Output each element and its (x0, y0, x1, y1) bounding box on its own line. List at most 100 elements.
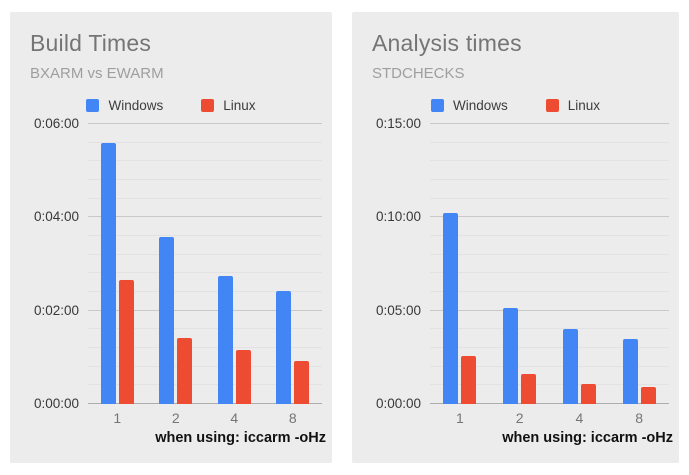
x-axis-tick-label: 8 (635, 410, 644, 426)
chart-title: Build Times (30, 30, 152, 56)
x-axis-tick-label: 4 (230, 410, 239, 426)
bar-group-2 (490, 124, 550, 404)
x-axis-labels: 1 2 4 8 (88, 404, 322, 426)
minor-gridline (430, 141, 669, 143)
bar-group-1 (430, 124, 490, 404)
minor-gridline (88, 160, 322, 162)
analysis-times-chart-card: Analysis times STDCHECKS Windows Linux 0… (352, 12, 679, 463)
y-axis-tick-label: 0:04:00 (33, 209, 79, 225)
x-axis-tick-label: 2 (515, 410, 524, 426)
chart-caption: when using: iccarm -oHz (155, 430, 326, 446)
x-axis-baseline (88, 403, 322, 404)
bar-groups (430, 124, 669, 404)
minor-gridline (430, 179, 669, 180)
y-axis-tick-label: 0:05:00 (375, 302, 421, 318)
x-axis-labels: 1 2 4 8 (430, 404, 669, 426)
minor-gridline (88, 291, 322, 292)
x-axis-tick-label: 1 (455, 410, 464, 426)
x-axis-baseline (430, 403, 669, 404)
chart-subtitle: BXARM vs EWARM (30, 65, 164, 82)
minor-gridline (430, 328, 669, 330)
build-times-chart-card: Build Times BXARM vs EWARM Windows Linux… (10, 12, 332, 463)
bar-windows-2 (503, 307, 519, 404)
minor-gridline (88, 328, 322, 330)
bar-linux-8 (640, 386, 656, 404)
bar-linux-4 (580, 383, 596, 404)
y-axis-tick-label: 0:00:00 (33, 396, 79, 411)
legend-item-linux: Linux (201, 97, 256, 113)
y-axis-tick-label: 0:02:00 (33, 302, 79, 318)
major-gridline (88, 123, 322, 124)
linux-series-swatch-icon (201, 98, 215, 112)
minor-gridline (88, 141, 322, 143)
bar-group-8 (609, 124, 669, 404)
legend-label-linux: Linux (567, 97, 601, 113)
bar-group-4 (205, 124, 264, 404)
bar-group-4 (550, 124, 610, 404)
minor-gridline (430, 235, 669, 236)
bar-windows-8 (276, 291, 292, 404)
minor-gridline (430, 291, 669, 292)
bar-windows-1 (443, 212, 459, 404)
bar-linux-1 (461, 355, 477, 404)
legend-item-windows: Windows (430, 97, 508, 113)
legend-label-windows: Windows (108, 97, 164, 113)
minor-gridline (88, 235, 322, 236)
minor-gridline (430, 160, 669, 162)
legend-label-windows: Windows (452, 97, 508, 113)
bar-windows-1 (100, 143, 116, 404)
y-axis-tick-label: 0:00:00 (375, 396, 421, 411)
minor-gridline (88, 365, 322, 367)
bar-windows-8 (622, 338, 638, 404)
minor-gridline (430, 272, 669, 274)
bar-chart-plot-area: 0:00:00 0:05:00 0:10:00 0:15:00 1 2 4 8 (376, 117, 669, 426)
minor-gridline (88, 384, 322, 386)
minor-gridline (430, 365, 669, 367)
bar-linux-8 (294, 361, 310, 404)
minor-gridline (430, 347, 669, 348)
chart-subtitle: STDCHECKS (372, 65, 465, 82)
minor-gridline (430, 197, 669, 199)
x-axis-tick-label: 4 (575, 410, 584, 426)
bar-group-2 (147, 124, 206, 404)
bar-group-1 (88, 124, 147, 404)
y-axis-tick-label: 0:15:00 (375, 116, 421, 131)
legend-item-windows: Windows (86, 98, 163, 113)
major-gridline (430, 216, 669, 218)
bar-linux-2 (177, 337, 193, 404)
bar-linux-2 (521, 374, 537, 404)
minor-gridline (430, 253, 669, 255)
major-gridline (88, 309, 322, 311)
windows-series-swatch-icon (86, 98, 100, 112)
minor-gridline (88, 197, 322, 199)
minor-gridline (88, 253, 322, 255)
bar-windows-2 (159, 236, 175, 404)
linux-series-swatch-icon (545, 98, 559, 112)
major-gridline (88, 216, 322, 218)
minor-gridline (88, 347, 322, 348)
x-axis-tick-label: 1 (113, 410, 122, 426)
legend: Windows Linux (352, 97, 679, 113)
bar-linux-4 (235, 349, 251, 404)
legend: Windows Linux (10, 97, 332, 113)
minor-gridline (88, 179, 322, 180)
bar-group-8 (264, 124, 323, 404)
y-axis-tick-label: 0:10:00 (375, 209, 421, 225)
minor-gridline (88, 272, 322, 274)
major-gridline (430, 123, 669, 124)
legend-label-linux: Linux (223, 97, 256, 113)
major-gridline (430, 309, 669, 311)
bar-windows-4 (562, 329, 578, 404)
chart-caption: when using: iccarm -oHz (502, 430, 673, 446)
windows-series-swatch-icon (430, 98, 444, 112)
x-axis-tick-label: 2 (171, 410, 180, 426)
legend-item-linux: Linux (545, 97, 601, 113)
chart-title: Analysis times (372, 30, 522, 56)
bar-chart-plot-area: 0:00:00 0:02:00 0:04:00 0:06:00 1 2 4 8 (34, 117, 322, 426)
bar-linux-1 (118, 279, 134, 404)
x-axis-tick-label: 8 (288, 410, 297, 426)
minor-gridline (430, 384, 669, 386)
y-axis-tick-label: 0:06:00 (33, 116, 79, 131)
bar-groups (88, 124, 322, 404)
